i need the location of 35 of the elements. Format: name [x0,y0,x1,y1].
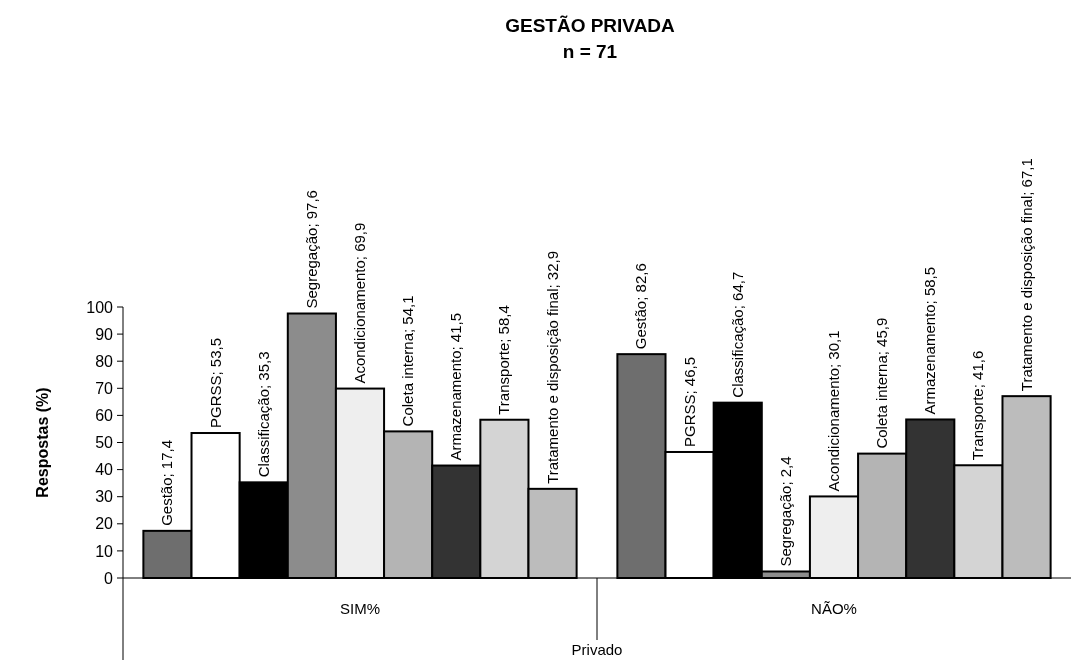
data-label: Acondicionamento; 30,1 [825,330,842,492]
data-label: Armazenamento; 41,5 [447,312,465,461]
data-label: Segregação; 97,6 [302,190,320,309]
data-label: Tratamento e disposição final; 32,9 [543,250,561,484]
data-label: Gestão; 82,6 [632,263,650,350]
data-label: Transporte; 41,6 [969,350,987,461]
y-tick-label: 0 [104,569,114,587]
data-label: Tratamento e disposição final; 67,1 [1017,158,1035,392]
y-tick-label: 90 [95,325,114,343]
x-axis-title: Privado [571,641,623,658]
data-label: Gestão; 17,4 [158,439,176,526]
y-tick-label: 80 [95,352,114,370]
y-tick-label: 50 [95,434,114,452]
y-tick-label: 10 [95,542,114,560]
chart-title: GESTÃO PRIVADA [505,15,676,36]
chart-subtitle: n = 71 [562,41,618,62]
data-label: Classificação; 35,3 [254,351,272,478]
data-label: PGRSS; 46,5 [680,356,698,447]
x-tick-label: SIM% [339,600,381,617]
data-label: Classificação; 64,7 [728,271,746,398]
data-label: Segregação; 2,4 [776,456,794,567]
y-tick-label: 30 [95,488,114,506]
data-label: Armazenamento; 58,5 [921,266,939,415]
y-tick-label: 100 [86,298,114,316]
data-label: Coleta interna; 45,9 [873,317,891,449]
data-label: Coleta interna; 54,1 [399,295,417,427]
data-label: Acondicionamento; 69,9 [351,222,368,384]
data-label: PGRSS; 53,5 [206,337,224,429]
y-tick-label: 70 [95,379,114,397]
y-tick-label: 60 [95,407,114,424]
data-label: Transporte; 58,4 [495,305,513,415]
y-axis-title: Respostas (%) [34,387,51,498]
x-tick-label: NÃO% [811,600,857,617]
y-tick-label: 20 [95,515,114,533]
y-tick-label: 40 [95,461,114,479]
